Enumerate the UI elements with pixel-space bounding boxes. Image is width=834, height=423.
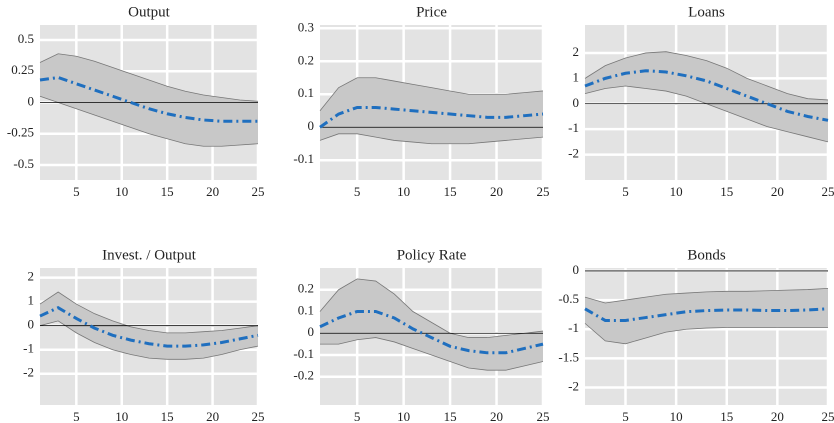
confidence-band	[585, 51, 828, 142]
band-upper	[319, 278, 544, 338]
x-tick-label: 5	[622, 184, 629, 199]
panel-title: Output	[128, 4, 171, 20]
median-line	[584, 307, 829, 322]
x-tick-label: 5	[354, 409, 361, 423]
y-tick-label: 0.2	[298, 52, 314, 67]
y-tick-label: 0.2	[298, 281, 314, 296]
x-tick-label: 25	[822, 409, 834, 423]
y-tick-label: 0.25	[11, 62, 34, 77]
x-tick-label: 25	[537, 409, 550, 423]
x-tick-label: 10	[397, 409, 410, 423]
y-tick-label: 1	[28, 293, 35, 308]
median-line	[39, 305, 259, 348]
x-tick-label: 5	[622, 409, 629, 423]
x-tick-label: 5	[73, 184, 80, 199]
confidence-band	[585, 288, 828, 344]
y-tick-label: -0.1	[293, 346, 314, 361]
y-tick-label: -0.2	[293, 368, 314, 383]
y-tick-label: 1	[573, 69, 580, 84]
band-upper	[39, 53, 259, 102]
median-line	[319, 105, 544, 129]
x-tick-label: 20	[771, 409, 784, 423]
y-tick-label: -1	[568, 120, 579, 135]
y-tick-label: -2	[23, 365, 34, 380]
band-lower	[320, 337, 544, 371]
x-tick-label: 20	[206, 409, 219, 423]
band-upper	[584, 51, 829, 101]
y-tick-label: 0.1	[298, 302, 314, 317]
x-tick-label: 20	[206, 184, 219, 199]
y-tick-label: 0.5	[18, 31, 34, 46]
x-tick-label: 20	[490, 409, 503, 423]
x-tick-label: 5	[354, 184, 361, 199]
panel-title: Loans	[688, 4, 725, 20]
y-tick-label: -2	[568, 378, 579, 393]
x-tick-label: 15	[161, 184, 174, 199]
x-tick-label: 15	[444, 409, 457, 423]
band-lower	[319, 133, 544, 145]
y-tick-label: -0.5	[13, 156, 34, 171]
x-tick-label: 10	[115, 184, 128, 199]
x-tick-label: 5	[73, 409, 80, 423]
y-tick-label: 0	[573, 262, 580, 277]
median-line	[39, 75, 258, 123]
panel-title: Invest. / Output	[102, 247, 197, 263]
y-tick-label: -0.1	[293, 151, 314, 166]
x-tick-label: 10	[397, 184, 410, 199]
band-lower	[39, 320, 259, 360]
confidence-band	[40, 53, 258, 147]
y-tick-label: -1.5	[558, 349, 579, 364]
median-line	[584, 69, 829, 122]
x-tick-label: 15	[720, 184, 733, 199]
x-tick-label: 25	[822, 184, 834, 199]
confidence-band	[320, 278, 543, 371]
y-tick-label: 0	[28, 317, 35, 332]
x-tick-label: 25	[537, 184, 550, 199]
y-tick-label: 0	[28, 93, 35, 108]
x-tick-label: 10	[670, 409, 683, 423]
y-tick-label: -2	[568, 146, 579, 161]
y-tick-label: -0.5	[558, 291, 579, 306]
x-tick-label: 10	[670, 184, 683, 199]
band-upper	[319, 77, 544, 111]
confidence-band	[40, 292, 258, 360]
x-tick-label: 15	[444, 184, 457, 199]
y-tick-label: 2	[28, 269, 35, 284]
y-tick-label: 0	[308, 324, 315, 339]
x-tick-label: 20	[490, 184, 503, 199]
x-tick-label: 25	[252, 409, 265, 423]
y-tick-label: 0.3	[298, 19, 314, 34]
band-lower	[39, 95, 259, 147]
y-tick-label: -1	[23, 341, 34, 356]
x-tick-label: 20	[771, 184, 784, 199]
panel-title: Policy Rate	[397, 247, 467, 263]
y-tick-label: 0.1	[298, 85, 314, 100]
x-tick-label: 15	[161, 409, 174, 423]
median-line	[319, 309, 544, 355]
y-tick-label: 0	[308, 118, 315, 133]
band-lower	[584, 323, 828, 345]
panel-title: Bonds	[687, 247, 726, 263]
x-tick-label: 25	[252, 184, 265, 199]
y-tick-label: -0.25	[7, 125, 34, 140]
x-tick-label: 10	[115, 409, 128, 423]
band-upper	[39, 291, 259, 334]
y-tick-label: 0	[573, 95, 580, 110]
band-upper	[584, 288, 829, 304]
panel-title: Price	[416, 4, 447, 20]
y-tick-label: 2	[573, 44, 580, 59]
y-tick-label: -1	[568, 320, 579, 335]
x-tick-label: 15	[720, 409, 733, 423]
